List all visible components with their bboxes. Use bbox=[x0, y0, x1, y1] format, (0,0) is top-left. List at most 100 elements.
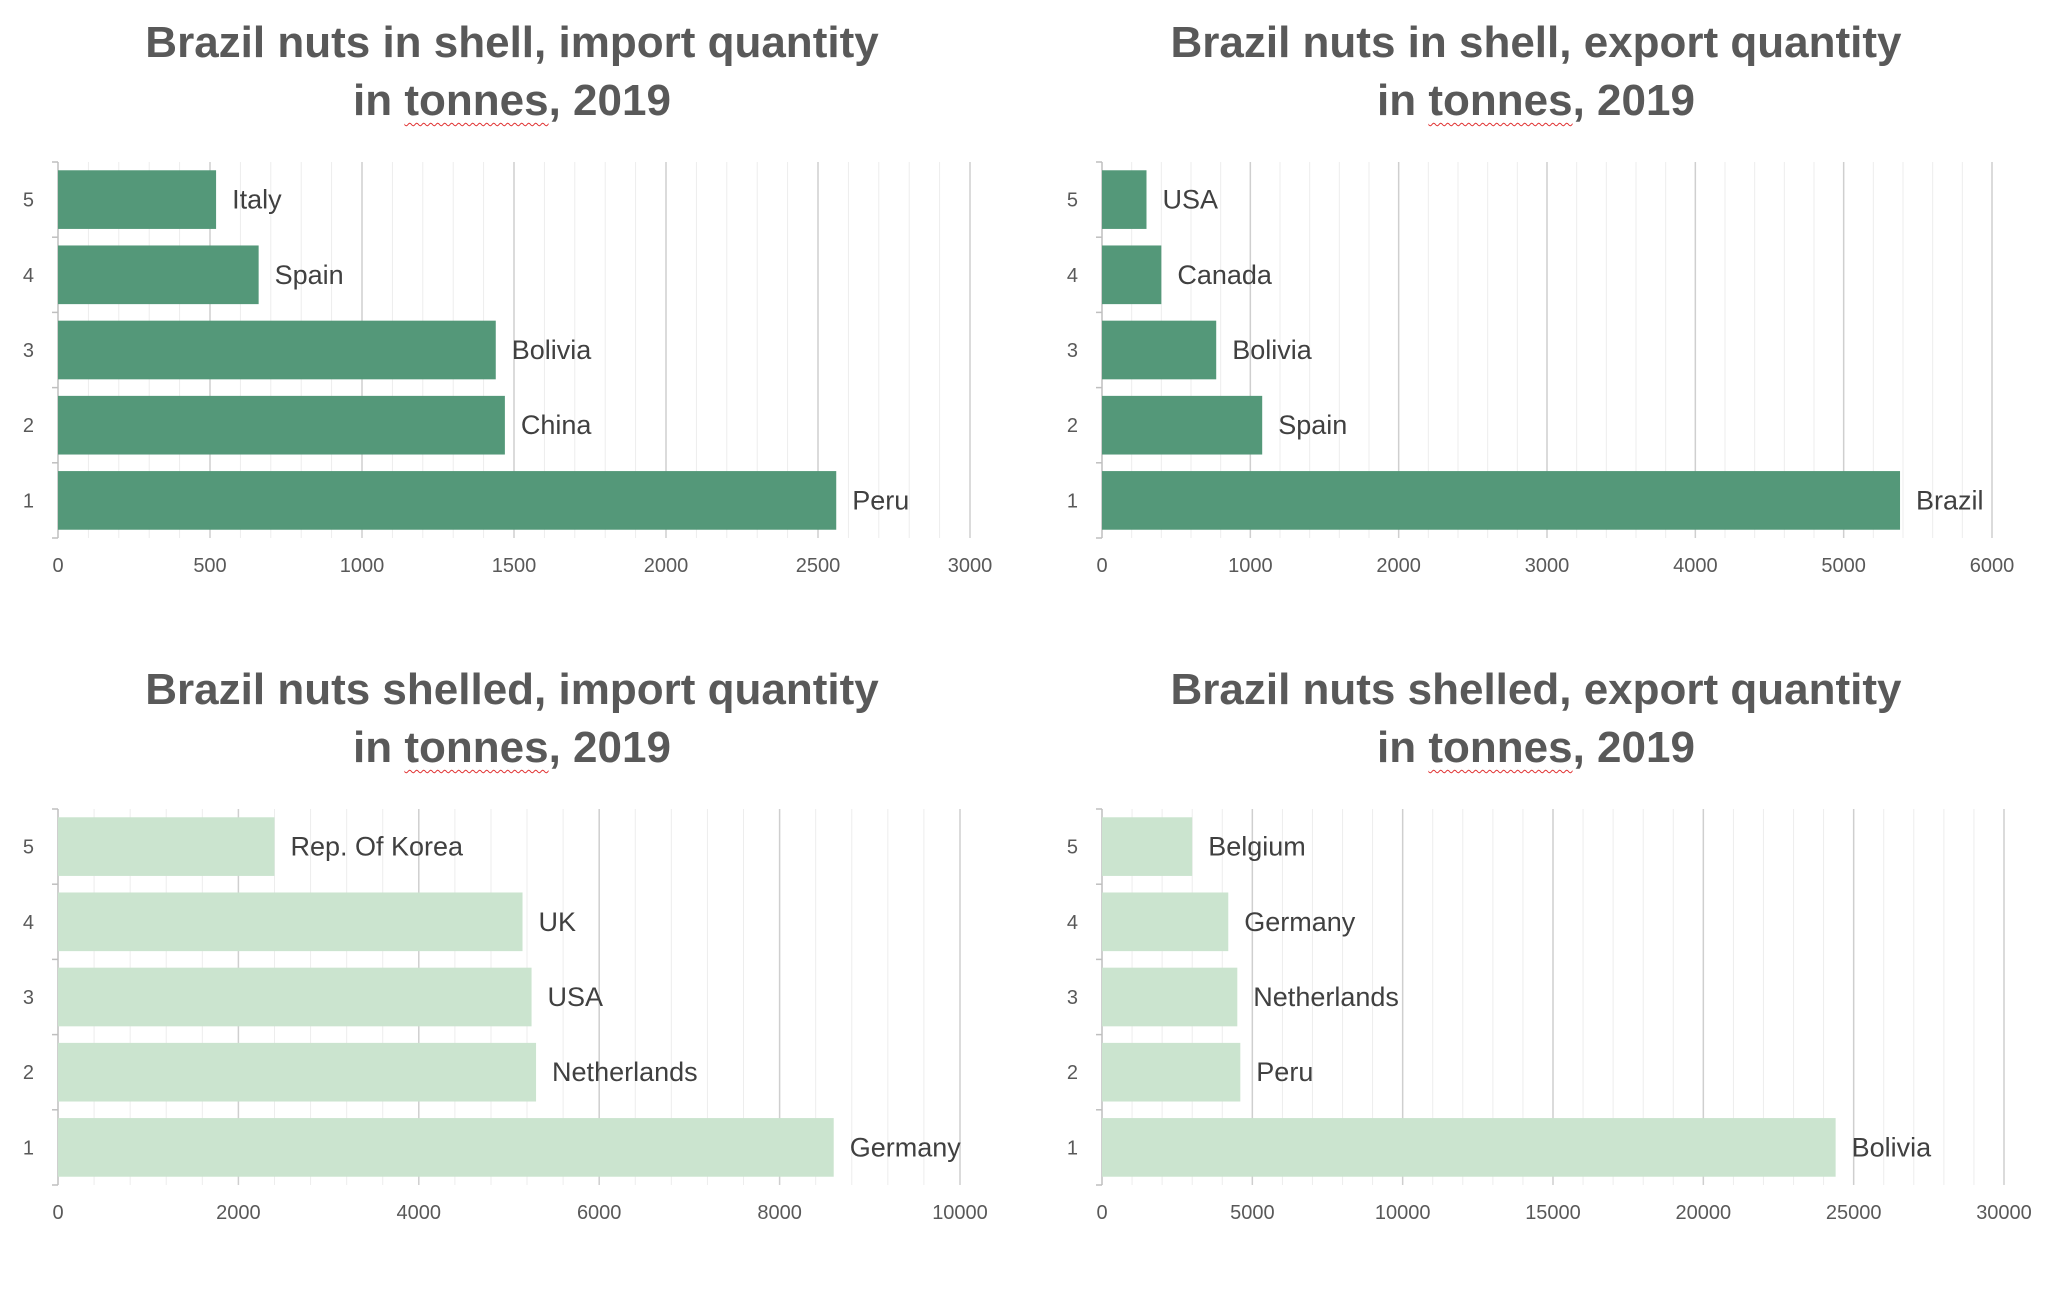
x-tick-label: 5000 bbox=[1230, 1202, 1275, 1224]
x-tick-label: 1000 bbox=[340, 555, 385, 577]
x-tick-label: 2500 bbox=[796, 555, 841, 577]
bar bbox=[58, 395, 505, 455]
bar-data-label: Germany bbox=[850, 1132, 962, 1162]
bar-data-label: Bolivia bbox=[1852, 1132, 1933, 1162]
x-tick-label: 3000 bbox=[948, 555, 993, 577]
y-tick-label: 5 bbox=[23, 837, 34, 859]
y-tick-label: 2 bbox=[1067, 1062, 1078, 1084]
title-prefix: in bbox=[1377, 76, 1429, 125]
chart-title-line1: Brazil nuts in shell, import quantity bbox=[145, 18, 879, 67]
bar-data-label: Brazil bbox=[1916, 485, 1984, 515]
bar-data-label: Netherlands bbox=[1253, 982, 1399, 1012]
x-tick-label: 6000 bbox=[577, 1202, 622, 1224]
bar bbox=[1102, 320, 1217, 380]
title-suffix: , 2019 bbox=[1572, 723, 1695, 772]
bar bbox=[1102, 892, 1229, 952]
y-tick-label: 3 bbox=[23, 987, 34, 1009]
title-underlined-word: tonnes bbox=[1428, 723, 1573, 772]
bar bbox=[1102, 471, 1901, 530]
y-tick-label: 2 bbox=[23, 415, 34, 437]
x-tick-label: 0 bbox=[1096, 1202, 1107, 1224]
x-tick-label: 4000 bbox=[397, 1202, 442, 1224]
x-tick-label: 0 bbox=[1096, 555, 1107, 577]
bar-data-label: China bbox=[521, 410, 593, 440]
chart-title: Brazil nuts in shell, import quantity in… bbox=[0, 14, 1024, 130]
chart-title: Brazil nuts in shell, export quantity in… bbox=[1024, 14, 2048, 130]
title-suffix: , 2019 bbox=[1572, 76, 1695, 125]
x-tick-label: 20000 bbox=[1676, 1202, 1732, 1224]
x-tick-label: 30000 bbox=[1976, 1202, 2032, 1224]
bar-data-label: Canada bbox=[1177, 260, 1273, 290]
x-tick-label: 4000 bbox=[1673, 555, 1718, 577]
bar-data-label: Spain bbox=[275, 260, 344, 290]
title-prefix: in bbox=[353, 76, 405, 125]
bar bbox=[58, 1118, 834, 1177]
x-tick-label: 2000 bbox=[1376, 555, 1421, 577]
bar bbox=[1102, 1042, 1241, 1102]
bar bbox=[1102, 817, 1193, 876]
title-underlined-word: tonnes bbox=[404, 723, 549, 772]
bar bbox=[58, 471, 837, 530]
x-tick-label: 0 bbox=[52, 1202, 63, 1224]
x-tick-label: 15000 bbox=[1525, 1202, 1581, 1224]
y-tick-label: 1 bbox=[23, 1137, 34, 1159]
y-tick-label: 1 bbox=[1067, 490, 1078, 512]
bar-data-label: Bolivia bbox=[1232, 335, 1313, 365]
bar bbox=[1102, 395, 1263, 455]
chart-in-shell-export: Brazil nuts in shell, export quantity in… bbox=[1024, 0, 2048, 647]
bar bbox=[58, 1042, 537, 1102]
bar-data-label: USA bbox=[1163, 185, 1219, 215]
bar-plot: 0 5000 10000 15000 20000 25000 30000 1 Bolivia 2 P… bbox=[1067, 808, 2032, 1224]
title-underlined-word: tonnes bbox=[1428, 76, 1573, 125]
chart-title-line2: in tonnes, 2019 bbox=[1024, 72, 2048, 130]
y-tick-label: 5 bbox=[1067, 190, 1078, 212]
chart-title-line1: Brazil nuts shelled, export quantity bbox=[1170, 665, 1902, 714]
x-tick-label: 8000 bbox=[757, 1202, 802, 1224]
bar-plot: 0 1000 2000 3000 4000 5000 6000 1 Brazil 2 Spain 3 B… bbox=[1067, 161, 2015, 577]
bar-data-label: Germany bbox=[1244, 907, 1356, 937]
x-tick-label: 1500 bbox=[492, 555, 537, 577]
y-tick-label: 3 bbox=[1067, 340, 1078, 362]
bar bbox=[1102, 170, 1147, 229]
y-tick-label: 2 bbox=[1067, 415, 1078, 437]
x-tick-label: 2000 bbox=[644, 555, 689, 577]
bar bbox=[1102, 1118, 1836, 1177]
title-suffix: , 2019 bbox=[548, 723, 671, 772]
bar-data-label: Peru bbox=[1256, 1057, 1313, 1087]
bar bbox=[58, 245, 259, 305]
y-tick-label: 4 bbox=[1067, 912, 1078, 934]
chart-title-line2: in tonnes, 2019 bbox=[0, 72, 1024, 130]
chart-shelled-export: Brazil nuts shelled, export quantity in … bbox=[1024, 647, 2048, 1294]
x-tick-label: 10000 bbox=[1375, 1202, 1431, 1224]
chart-title: Brazil nuts shelled, import quantity in … bbox=[0, 661, 1024, 777]
bar bbox=[1102, 245, 1162, 305]
x-tick-label: 1000 bbox=[1228, 555, 1273, 577]
bar bbox=[58, 967, 532, 1027]
bar-data-label: Netherlands bbox=[552, 1057, 698, 1087]
y-tick-label: 2 bbox=[23, 1062, 34, 1084]
y-tick-label: 5 bbox=[1067, 837, 1078, 859]
chart-shelled-import: Brazil nuts shelled, import quantity in … bbox=[0, 647, 1024, 1294]
chart-title-line2: in tonnes, 2019 bbox=[1024, 719, 2048, 777]
bar-data-label: Rep. Of Korea bbox=[290, 832, 464, 862]
x-tick-label: 3000 bbox=[1525, 555, 1570, 577]
bar bbox=[58, 892, 523, 952]
x-tick-label: 10000 bbox=[932, 1202, 988, 1224]
bar-data-label: Italy bbox=[232, 185, 282, 215]
y-tick-label: 3 bbox=[1067, 987, 1078, 1009]
y-tick-label: 4 bbox=[1067, 265, 1078, 287]
bar-data-label: Spain bbox=[1278, 410, 1347, 440]
chart-in-shell-import: Brazil nuts in shell, import quantity in… bbox=[0, 0, 1024, 647]
bar-data-label: Peru bbox=[852, 485, 909, 515]
chart-title-line1: Brazil nuts shelled, import quantity bbox=[145, 665, 879, 714]
bar-data-label: Bolivia bbox=[512, 335, 593, 365]
y-tick-label: 1 bbox=[1067, 1137, 1078, 1159]
title-prefix: in bbox=[353, 723, 405, 772]
x-tick-label: 6000 bbox=[1970, 555, 2015, 577]
title-prefix: in bbox=[1377, 723, 1429, 772]
bar-plot: 0 500 1000 1500 2000 2500 3000 1 Peru 2 China 3 Boli… bbox=[23, 161, 993, 577]
bar bbox=[1102, 967, 1238, 1027]
chart-title-line2: in tonnes, 2019 bbox=[0, 719, 1024, 777]
bar bbox=[58, 170, 217, 229]
y-tick-label: 1 bbox=[23, 490, 34, 512]
